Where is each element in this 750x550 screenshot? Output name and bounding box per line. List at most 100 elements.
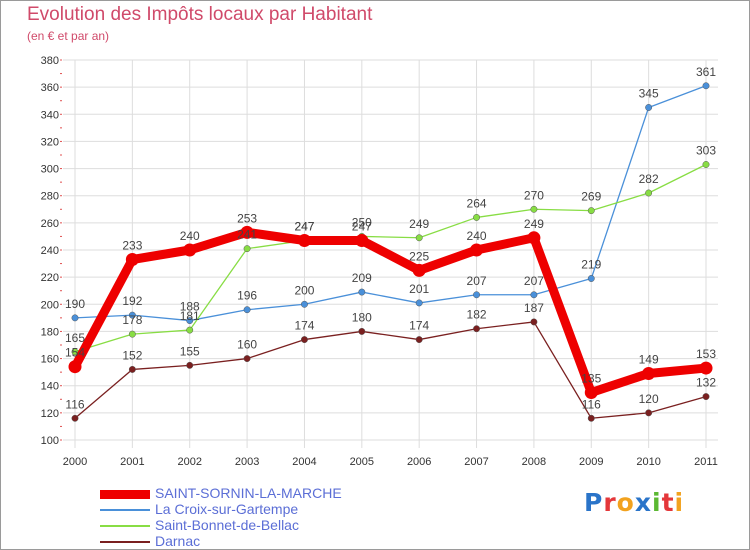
- data-point: [355, 234, 369, 247]
- data-point: [301, 336, 308, 344]
- x-tick-label: 2000: [63, 456, 87, 468]
- data-point: [530, 205, 538, 213]
- data-label: 178: [122, 313, 142, 327]
- data-point: [702, 393, 710, 401]
- y-tick-label: 100: [41, 435, 59, 447]
- data-point: [128, 330, 136, 338]
- data-point: [473, 325, 480, 333]
- data-point: [243, 306, 251, 314]
- data-label: 247: [352, 220, 372, 234]
- legend-label: SAINT-SORNIN-LA-MARCHE: [155, 485, 342, 501]
- data-label: 192: [122, 294, 142, 308]
- logo-letter: o: [616, 488, 635, 517]
- data-label: 225: [409, 249, 429, 263]
- data-label: 181: [180, 309, 200, 323]
- data-label: 187: [524, 301, 544, 315]
- data-point: [470, 243, 484, 257]
- data-point: [186, 326, 194, 334]
- data-label: 269: [581, 190, 601, 204]
- logo-letter: i: [674, 488, 685, 517]
- series-line-2: [74, 163, 707, 353]
- data-label: 135: [581, 372, 601, 386]
- legend-swatch: [100, 509, 150, 511]
- logo-letter: i: [652, 488, 662, 517]
- legend-swatch: [100, 541, 150, 543]
- data-label: 155: [180, 344, 200, 358]
- data-point: [584, 386, 598, 399]
- x-tick-label: 2005: [350, 456, 374, 468]
- data-label: 188: [180, 300, 200, 314]
- data-label: 200: [294, 283, 314, 297]
- data-label: 247: [294, 220, 314, 234]
- data-label: 240: [180, 229, 200, 243]
- data-label: 249: [524, 217, 544, 231]
- data-label: 249: [409, 217, 429, 231]
- data-label: 270: [524, 188, 544, 202]
- logo-letter: r: [603, 488, 617, 517]
- data-point: [702, 82, 710, 90]
- x-tick-label: 2002: [177, 456, 201, 468]
- data-label: 207: [467, 274, 487, 288]
- data-label: 160: [237, 338, 257, 352]
- data-point: [645, 104, 653, 111]
- data-label: 190: [65, 297, 85, 311]
- data-label: 154: [65, 346, 85, 360]
- data-label: 152: [122, 348, 142, 362]
- data-point: [527, 231, 541, 245]
- data-label: 233: [122, 239, 142, 253]
- data-point: [68, 360, 82, 374]
- legend-swatch: [100, 489, 150, 499]
- y-tick-label: 180: [41, 326, 59, 338]
- data-label: 219: [581, 258, 601, 272]
- data-label: 361: [696, 65, 716, 79]
- y-tick-label: 240: [41, 245, 59, 257]
- y-tick-label: 200: [41, 299, 59, 311]
- data-label: 247: [294, 220, 314, 234]
- x-tick-label: 2006: [407, 456, 431, 468]
- data-point: [587, 275, 595, 282]
- data-label: 253: [237, 211, 257, 225]
- data-point: [128, 311, 136, 319]
- y-tick-label: 160: [41, 354, 59, 366]
- data-label: 149: [639, 353, 659, 367]
- series-line-3: [74, 321, 707, 419]
- data-point: [128, 365, 136, 373]
- data-label: 165: [65, 331, 85, 345]
- chart-subtitle: (en € et par an): [27, 29, 110, 43]
- data-point: [645, 189, 653, 197]
- x-tick-label: 2004: [292, 456, 316, 468]
- logo-letter: t: [661, 488, 675, 517]
- data-point: [415, 234, 423, 242]
- data-label: 120: [639, 392, 659, 406]
- data-point: [243, 355, 251, 363]
- data-point: [415, 336, 423, 344]
- data-label: 282: [639, 172, 659, 186]
- data-label: 207: [524, 274, 544, 288]
- data-point: [587, 414, 595, 422]
- x-tick-label: 2010: [636, 456, 660, 468]
- x-tick-label: 2003: [235, 456, 259, 468]
- data-point: [71, 414, 79, 422]
- data-point: [473, 291, 480, 299]
- data-point: [240, 225, 254, 239]
- y-tick-label: 280: [41, 191, 59, 203]
- data-point: [358, 327, 366, 335]
- data-label: 132: [696, 376, 716, 390]
- data-point: [358, 288, 366, 296]
- x-tick-label: 2001: [120, 456, 144, 468]
- legend-swatch: [100, 525, 150, 527]
- y-tick-label: 140: [41, 381, 59, 393]
- data-point: [71, 314, 79, 322]
- data-point: [412, 263, 426, 277]
- data-label: 209: [352, 271, 372, 285]
- data-point: [699, 361, 713, 375]
- y-tick-label: 260: [41, 218, 59, 230]
- data-point: [702, 161, 710, 168]
- data-point: [301, 300, 308, 308]
- proxiti-logo: Proxiti: [584, 488, 684, 517]
- data-label: 303: [696, 144, 716, 158]
- data-label: 180: [352, 310, 372, 324]
- x-tick-label: 2009: [579, 456, 603, 468]
- data-label: 182: [467, 308, 487, 322]
